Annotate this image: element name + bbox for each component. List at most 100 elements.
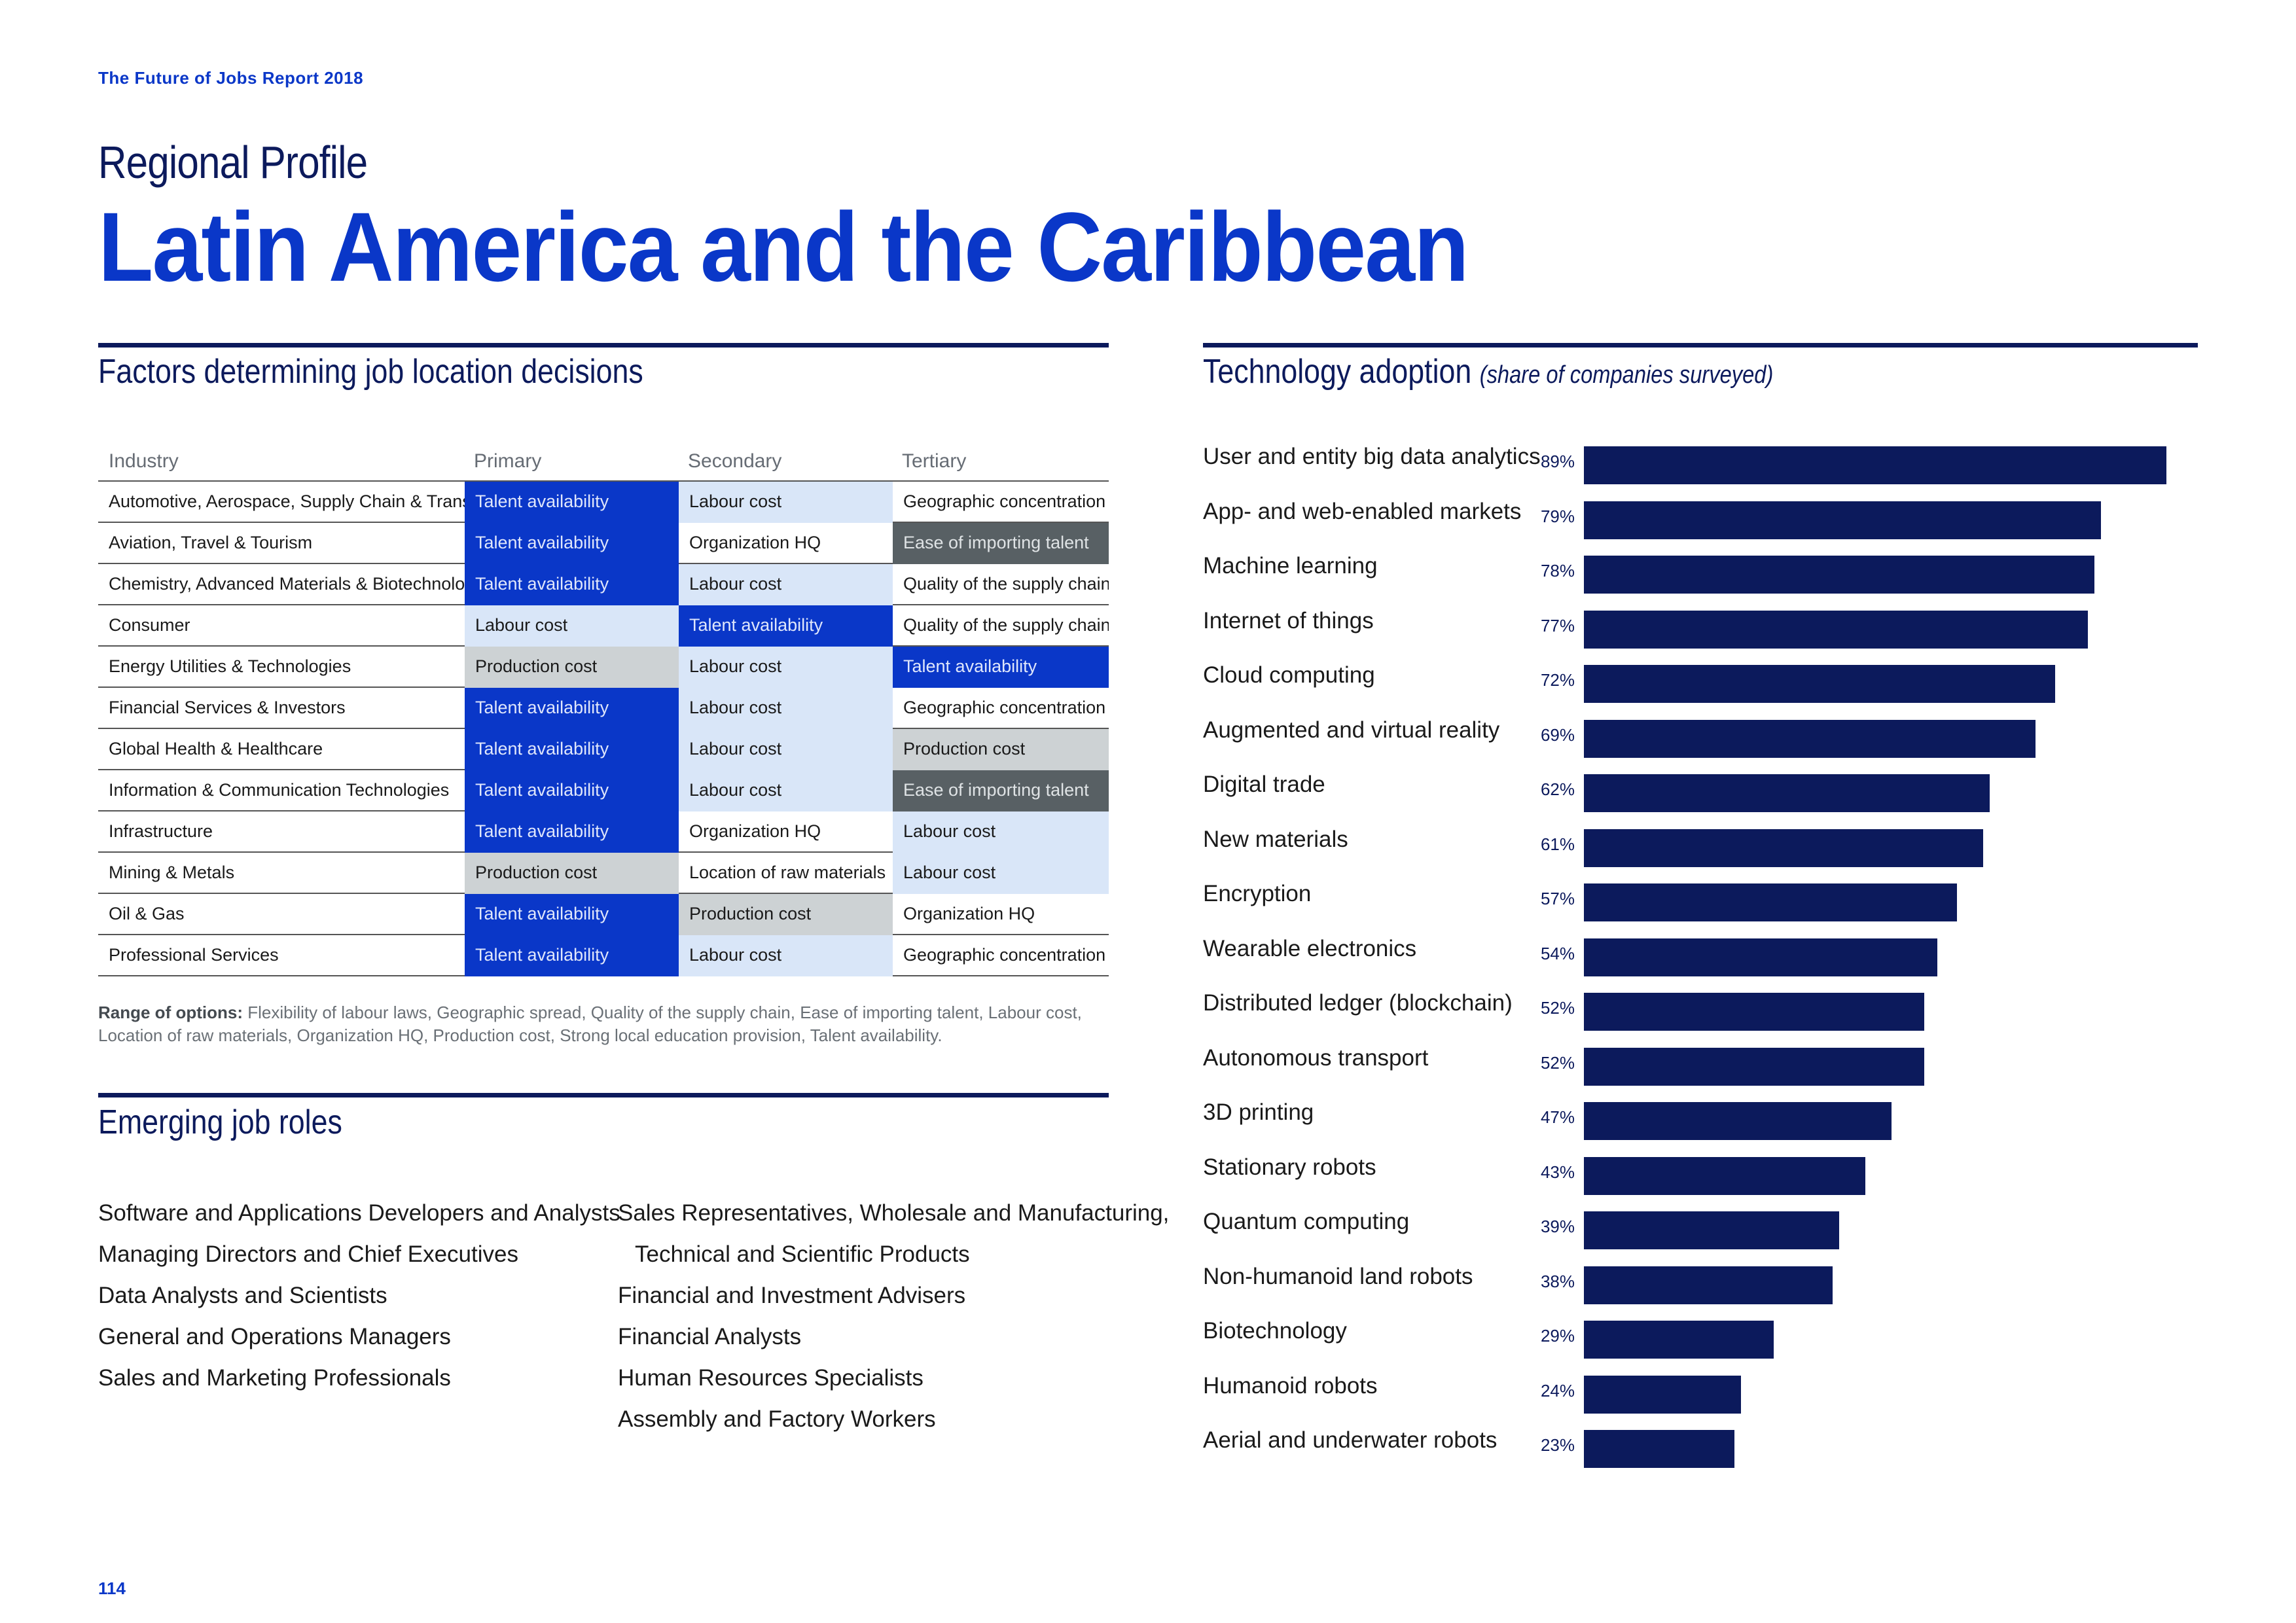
chart-category-label: Distributed ledger (blockchain) [1203,990,1513,1016]
cell-secondary: Labour cost [679,770,893,812]
section-rule-technology [1203,343,2198,348]
cell-industry: Mining & Metals [98,852,465,894]
chart-category-label: Digital trade [1203,772,1325,797]
cell-secondary: Organization HQ [679,522,893,564]
chart-bar [1584,665,2055,703]
column-header-primary: Primary [465,442,679,482]
chart-bar [1584,774,1990,812]
chart-category-label: Aerial and underwater robots [1203,1427,1498,1453]
cell-industry: Aviation, Travel & Tourism [98,522,465,564]
chart-bar [1584,501,2101,539]
list-item: Sales Representatives, Wholesale and Man… [618,1200,1170,1226]
chart-bar [1584,1321,1774,1359]
chart-category-label: Quantum computing [1203,1209,1410,1234]
list-item: Financial Analysts [618,1324,802,1349]
chart-value-label: 72% [1540,670,1575,690]
page-subtitle: Regional Profile [98,137,368,188]
chart-category-label: Machine learning [1203,553,1378,579]
cell-secondary: Labour cost [679,481,893,523]
cell-industry: Energy Utilities & Technologies [98,646,465,688]
chart-value-label: 78% [1540,561,1575,580]
cell-industry: Financial Services & Investors [98,687,465,729]
cell-primary: Labour cost [465,605,679,647]
chart-category-label: Autonomous transport [1203,1044,1429,1071]
list-item: Sales and Marketing Professionals [98,1365,451,1391]
cell-primary: Production cost [465,646,679,688]
cell-tertiary: Labour cost [893,811,1109,853]
cell-industry: Information & Communication Technologies [98,770,465,812]
cell-secondary: Labour cost [679,935,893,976]
cell-secondary: Labour cost [679,563,893,605]
factors-table: Industry Primary Secondary Tertiary Auto… [98,442,1109,976]
table-row: Oil & Gas Talent availability Production c… [98,893,1109,935]
cell-primary: Production cost [465,852,679,894]
cell-primary: Talent availability [465,770,679,812]
cell-industry: Consumer [98,605,465,647]
table-row: Automotive, Aerospace, Supply Chain & Tr… [98,481,1109,523]
cell-secondary: Location of raw materials [679,852,893,894]
cell-tertiary: Geographic concentration [893,687,1109,729]
cell-primary: Talent availability [465,687,679,729]
chart-value-label: 69% [1540,724,1575,745]
chart-bar [1584,938,1937,976]
range-of-options-label: Range of options: [98,1003,243,1022]
chart-value-label: 47% [1540,1107,1575,1127]
chart-category-label: Biotechnology [1203,1318,1347,1344]
table-row: Energy Utilities & Technologies Productio… [98,646,1109,688]
cell-secondary: Labour cost [679,646,893,688]
list-item: Human Resources Specialists [618,1365,924,1391]
section-rule-roles [98,1093,1109,1097]
cell-primary: Talent availability [465,811,679,853]
chart-category-label: New materials [1203,826,1348,852]
page-title: Latin America and the Caribbean [98,192,1469,302]
cell-tertiary: Geographic concentration [893,481,1109,523]
table-row: Financial Services & Investors Talent ava… [98,687,1109,729]
cell-industry: Automotive, Aerospace, Supply Chain & Tr… [98,481,465,523]
chart-value-label: 39% [1540,1217,1575,1236]
chart-bar [1584,1047,1924,1086]
chart-bar [1584,1211,1839,1249]
table-row: Consumer Labour cost Talent availability Qu… [98,605,1109,647]
chart-bar [1584,719,2036,758]
factors-section-title: Factors determining job location decisio… [98,353,643,391]
cell-tertiary: Labour cost [893,852,1109,894]
chart-category-label: Augmented and virtual reality [1203,717,1500,743]
chart-bar [1584,993,1924,1031]
chart-title: Technology adoption [1203,353,1472,391]
chart-value-label: 52% [1540,998,1575,1018]
section-rule-factors [98,343,1109,348]
table-row: Information & Communication Technologies… [98,770,1109,812]
cell-tertiary: Quality of the supply chain [893,563,1109,605]
chart-bar [1584,829,1983,867]
cell-secondary: Labour cost [679,687,893,729]
chart-category-label: Wearable electronics [1203,935,1417,961]
list-item: Financial and Investment Advisers [618,1283,966,1308]
table-row: Professional Services Talent availability… [98,935,1109,976]
list-item: Assembly and Factory Workers [618,1406,936,1432]
chart-value-label: 89% [1540,452,1575,471]
chart-category-label: Humanoid robots [1203,1372,1378,1399]
cell-tertiary: Quality of the supply chain [893,605,1109,647]
cell-tertiary: Geographic concentration [893,935,1109,976]
chart-bar [1584,1266,1833,1304]
roles-section-title: Emerging job roles [98,1103,342,1141]
cell-industry: Oil & Gas [98,893,465,935]
cell-secondary: Talent availability [679,605,893,647]
table-row: Aviation, Travel & Tourism Talent availab… [98,522,1109,564]
technology-section-title: Technology adoption (share of companies … [1203,352,1773,391]
chart-category-label: Cloud computing [1203,662,1375,688]
list-item: General and Operations Managers [98,1324,451,1349]
page-number: 114 [98,1578,126,1598]
list-item: Software and Applications Developers and… [98,1200,620,1226]
cell-industry: Infrastructure [98,811,465,853]
chart-subtitle: (share of companies surveyed) [1479,361,1774,389]
chart-category-label: User and entity big data analytics [1203,444,1541,469]
chart-bar [1584,1375,1741,1414]
column-header-tertiary: Tertiary [893,442,1109,482]
chart-category-label: App- and web-enabled markets [1203,498,1522,524]
range-of-options-text: Flexibility of labour laws, Geographic s… [98,1003,1082,1045]
cell-secondary: Production cost [679,893,893,935]
chart-value-label: 61% [1540,834,1575,854]
cell-secondary: Labour cost [679,728,893,770]
chart-value-label: 43% [1540,1162,1575,1182]
